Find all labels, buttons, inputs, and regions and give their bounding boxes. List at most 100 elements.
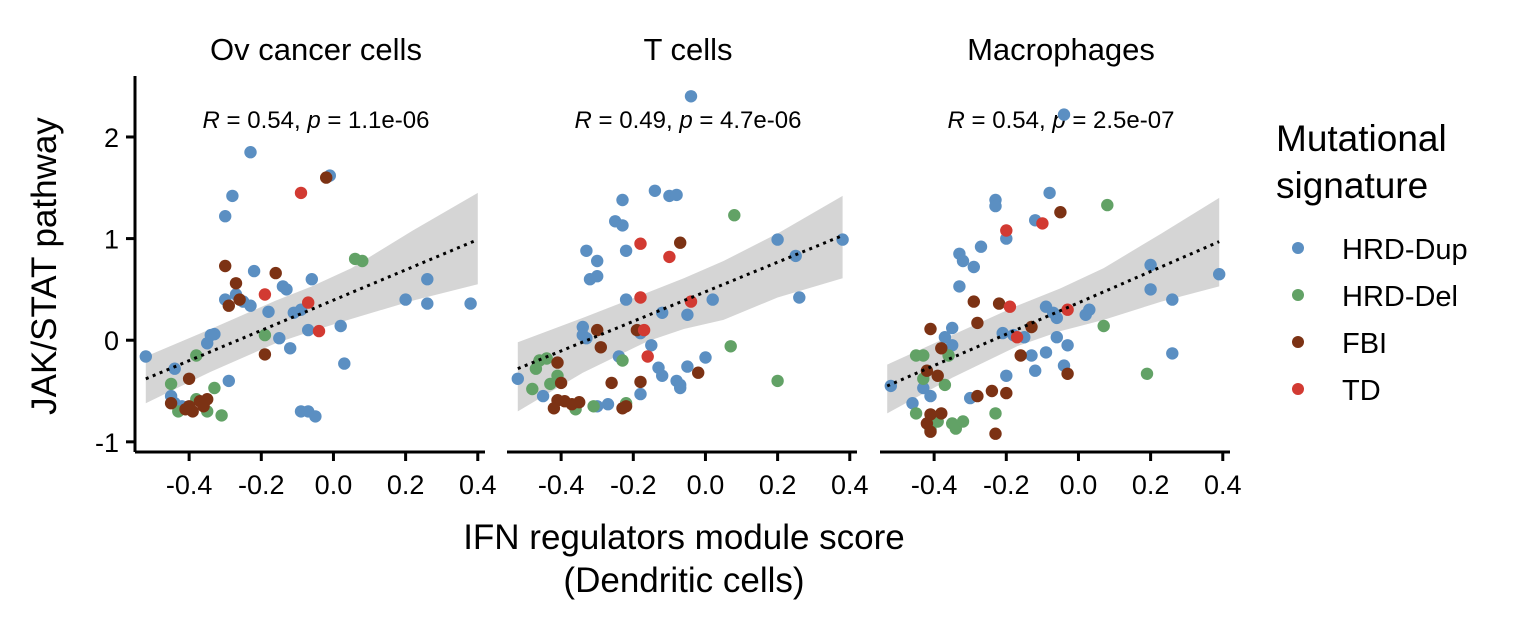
- point-hrd-dup: [276, 280, 290, 293]
- point-hrd-dup: [1057, 108, 1071, 121]
- point-fbi: [201, 393, 214, 406]
- point-hrd-dup: [1029, 364, 1042, 377]
- point-td: [641, 350, 654, 363]
- point-hrd-dup: [591, 254, 604, 268]
- point-hrd-dup: [619, 293, 633, 306]
- confidence-band: [887, 197, 1220, 414]
- point-fbi: [320, 171, 333, 184]
- point-hrd-dup: [989, 199, 1002, 213]
- point-fbi: [924, 322, 937, 336]
- point-hrd-dup: [699, 351, 712, 364]
- legend: Mutational signature HRD-Dup HRD-Del FBI…: [1276, 118, 1468, 407]
- point-fbi: [967, 295, 980, 308]
- regression-line: [517, 234, 844, 371]
- point-hrd-del: [616, 354, 629, 367]
- point-hrd-dup: [917, 381, 930, 395]
- point-hrd-dup: [273, 332, 286, 345]
- point-fbi: [971, 316, 984, 330]
- point-hrd-dup: [634, 387, 647, 401]
- point-fbi: [182, 372, 196, 385]
- point-hrd-del: [938, 378, 952, 392]
- x-tick-label: -0.4: [166, 470, 213, 500]
- point-fbi: [605, 376, 618, 390]
- point-hrd-dup: [674, 381, 687, 395]
- legend-label-hrd-del: HRD-Del: [1342, 281, 1458, 313]
- point-hrd-del: [190, 349, 203, 362]
- point-fbi: [222, 299, 235, 312]
- x-tick-label: 0.0: [1060, 470, 1098, 500]
- point-fbi: [674, 236, 687, 249]
- point-hrd-dup: [1025, 349, 1038, 362]
- point-hrd-del: [526, 382, 539, 396]
- point-hrd-dup: [284, 342, 297, 355]
- y-tick-label: 2: [104, 123, 119, 153]
- point-fbi: [935, 407, 948, 420]
- panel-2: -0.4 -0.2 0.0 0.2 0.4: [880, 108, 1242, 500]
- point-hrd-dup: [648, 184, 662, 197]
- point-fbi: [229, 277, 243, 290]
- point-hrd-del: [587, 400, 600, 413]
- point-hrd-dup: [956, 254, 970, 268]
- point-hrd-dup: [1050, 331, 1064, 344]
- point-hrd-del: [258, 328, 272, 342]
- panel-1: -0.4 -0.2 0.0 0.2 0.4: [507, 90, 869, 500]
- point-td: [258, 288, 272, 301]
- point-hrd-dup: [247, 264, 261, 278]
- point-hrd-dup: [789, 249, 802, 263]
- y-axis-title: JAK/STAT pathway: [25, 117, 64, 415]
- point-fbi: [931, 369, 944, 382]
- point-fbi: [935, 342, 948, 355]
- point-hrd-dup: [219, 210, 232, 223]
- point-hrd-dup: [924, 389, 937, 403]
- point-td: [1003, 300, 1017, 313]
- point-td: [634, 237, 647, 250]
- point-hrd-dup: [338, 357, 351, 370]
- x-tick-label: 0.4: [831, 470, 869, 500]
- point-hrd-dup: [684, 90, 698, 103]
- point-hrd-dup: [906, 397, 919, 410]
- point-hrd-del: [989, 407, 1002, 420]
- x-tick-label: -0.4: [911, 470, 958, 500]
- legend-label-hrd-dup: HRD-Dup: [1342, 234, 1468, 266]
- point-hrd-dup: [619, 244, 633, 257]
- point-hrd-dup: [884, 379, 897, 393]
- point-td: [312, 324, 326, 338]
- point-fbi: [1054, 206, 1067, 219]
- point-hrd-dup: [706, 293, 719, 306]
- point-hrd-dup: [616, 193, 629, 207]
- point-hrd-dup: [1144, 283, 1157, 296]
- point-hrd-dup: [645, 339, 658, 352]
- point-fbi: [269, 266, 282, 280]
- point-hrd-dup: [580, 332, 593, 345]
- point-td: [294, 186, 308, 200]
- point-fbi: [554, 376, 568, 390]
- point-hrd-del: [1097, 319, 1110, 333]
- point-hrd-del: [215, 409, 228, 422]
- point-fbi: [692, 366, 705, 379]
- point-fbi: [551, 356, 564, 369]
- point-td: [634, 291, 647, 304]
- legend-title-line2: signature: [1276, 165, 1428, 206]
- point-hrd-dup: [1166, 293, 1179, 306]
- point-hrd-dup: [399, 293, 412, 306]
- point-hrd-dup: [1144, 258, 1157, 272]
- point-td: [684, 295, 698, 308]
- point-hrd-del: [164, 377, 178, 391]
- point-hrd-dup: [421, 273, 434, 286]
- point-hrd-dup: [946, 321, 959, 335]
- point-hrd-dup: [262, 305, 275, 318]
- x-tick-label: -0.2: [238, 470, 285, 500]
- point-hrd-dup: [580, 244, 593, 257]
- point-fbi: [547, 402, 561, 415]
- point-fbi: [989, 427, 1002, 440]
- point-hrd-dup: [1000, 369, 1013, 382]
- x-tick-label: 0.4: [459, 470, 497, 500]
- point-td: [1036, 217, 1049, 230]
- legend-key-hrd-del: [1292, 289, 1304, 301]
- point-hrd-del: [1140, 367, 1154, 380]
- x-tick-label: -0.4: [538, 470, 585, 500]
- point-td: [1010, 331, 1024, 344]
- point-hrd-del: [529, 362, 543, 375]
- point-fbi: [924, 425, 937, 438]
